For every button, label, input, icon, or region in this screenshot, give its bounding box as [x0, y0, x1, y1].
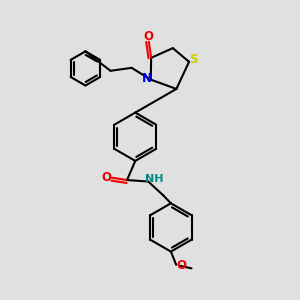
- Text: O: O: [143, 30, 154, 43]
- Text: N: N: [142, 72, 152, 85]
- Text: NH: NH: [146, 174, 164, 184]
- Text: S: S: [190, 53, 198, 66]
- Text: O: O: [101, 171, 111, 184]
- Text: O: O: [176, 259, 187, 272]
